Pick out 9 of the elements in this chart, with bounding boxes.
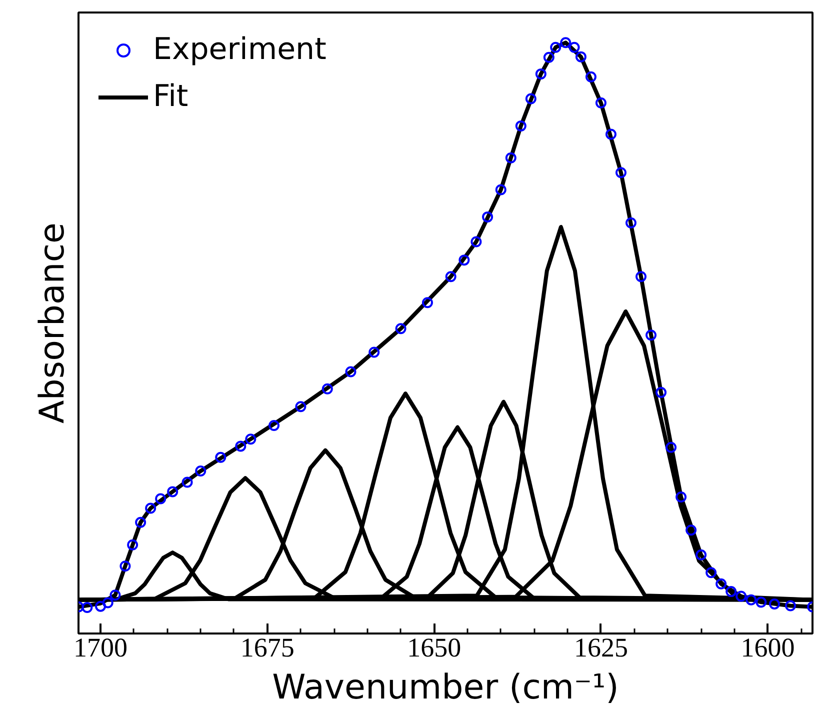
x-tick-label: 1650 bbox=[407, 632, 462, 662]
x-tick-label: 1600 bbox=[740, 632, 795, 662]
x-tick-label: 1700 bbox=[74, 632, 128, 662]
x-axis-title: Wavenumber (cm⁻¹) bbox=[272, 668, 619, 708]
x-tick-label: 1675 bbox=[240, 632, 294, 662]
y-axis-title: Absorbance bbox=[32, 222, 72, 424]
x-tick-label: 1625 bbox=[574, 632, 628, 662]
legend-label: Fit bbox=[153, 79, 188, 114]
legend-label: Experiment bbox=[153, 32, 326, 67]
